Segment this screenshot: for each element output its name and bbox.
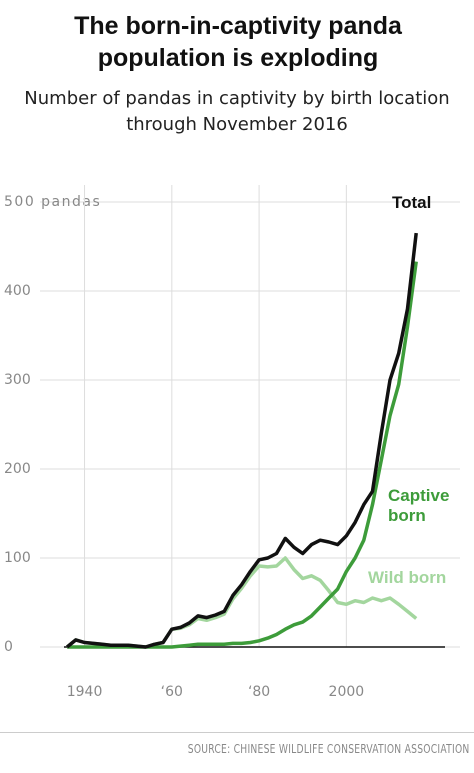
x-tick-label: ‘80 bbox=[248, 684, 270, 700]
y-tick-label: 100 bbox=[4, 550, 31, 566]
x-tick-label: 1940 bbox=[67, 684, 103, 700]
series-line bbox=[65, 556, 418, 649]
source: SOURCE: CHINESE WILDLIFE CONSERVATION AS… bbox=[188, 742, 470, 756]
series-label: Total bbox=[392, 193, 432, 212]
series-label: Wild born bbox=[368, 568, 447, 587]
y-tick-label: 200 bbox=[4, 461, 31, 477]
y-tick-label: 300 bbox=[4, 372, 31, 388]
series-line bbox=[67, 261, 418, 649]
chart-title: The born-in-captivity panda population i… bbox=[74, 12, 402, 72]
x-tick-label: ‘60 bbox=[161, 684, 183, 700]
y-tick-label: 400 bbox=[4, 283, 31, 299]
chart-subtitle: Number of pandas in captivity by birth l… bbox=[24, 88, 450, 135]
divider bbox=[0, 732, 474, 733]
x-tick-label: 2000 bbox=[329, 684, 365, 700]
series-line bbox=[65, 232, 418, 649]
y-tick-label: 0 bbox=[4, 639, 13, 655]
y-tick-label: 500 pandas bbox=[4, 194, 101, 210]
series-label: Captive born bbox=[388, 486, 450, 525]
